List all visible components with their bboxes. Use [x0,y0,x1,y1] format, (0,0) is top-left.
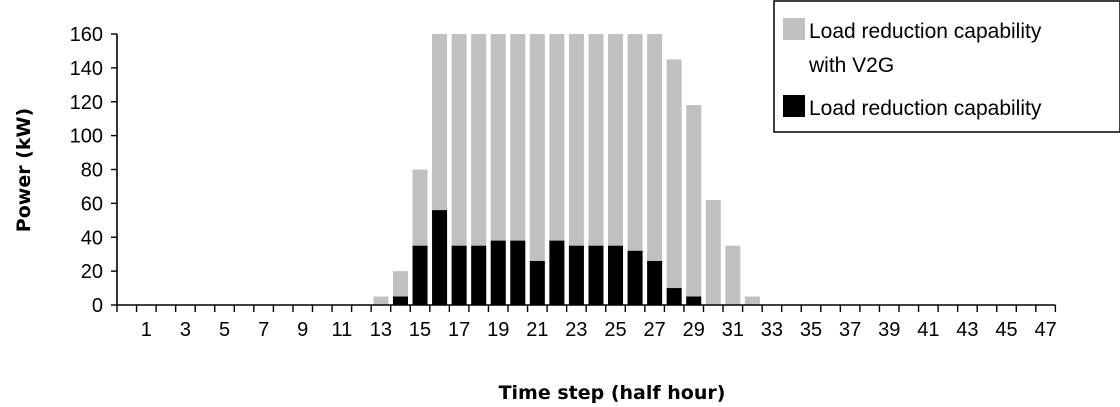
bar-series0-x25 [608,34,624,305]
bar-series1-x16 [432,210,448,305]
bar-series1-x19 [490,240,506,305]
x-tick-label-5: 5 [219,319,230,341]
x-tick-label-15: 15 [409,319,431,341]
bar-series0-x24 [588,34,604,305]
x-tick-label-9: 9 [297,319,308,341]
x-tick-label-7: 7 [258,319,269,341]
legend-swatch-base [783,95,805,117]
legend-label-v2g-line1: Load reduction capability [809,20,1042,43]
y-tick-label-120: 120 [70,92,103,114]
bar-series1-x28 [666,288,682,305]
bar-series1-x18 [471,245,487,305]
x-tick-label-17: 17 [448,319,470,341]
x-tick-label-13: 13 [370,319,392,341]
x-tick-label-41: 41 [917,319,939,341]
bar-series0-x26 [627,34,643,305]
bars-group [373,34,760,306]
bar-series0-x32 [744,296,760,305]
x-tick-label-27: 27 [644,319,666,341]
x-tick-label-39: 39 [878,319,900,341]
legend-label-base: Load reduction capability [809,97,1042,120]
x-tick-label-47: 47 [1035,319,1057,341]
x-tick-label-11: 11 [331,319,352,341]
bar-series0-x19 [490,34,506,305]
bar-series0-x27 [647,34,663,305]
x-tick-label-35: 35 [800,319,822,341]
x-axis-title: Time step (half hour) [499,382,726,404]
bar-series0-x20 [510,34,526,305]
bar-series0-x29 [686,105,702,305]
x-tick-label-3: 3 [180,319,191,341]
bar-series0-x30 [705,199,721,305]
y-tick-label-160: 160 [70,24,103,46]
y-tick-label-140: 140 [70,58,103,80]
x-tick-label-33: 33 [761,319,783,341]
y-tick-label-60: 60 [81,193,103,215]
y-tick-label-0: 0 [92,295,103,317]
y-axis-title: Power (kW) [13,108,35,232]
x-tick-label-43: 43 [956,319,978,341]
bar-series1-x27 [647,260,663,305]
legend-label-v2g-line2: with V2G [808,54,894,77]
x-tick-label-29: 29 [683,319,705,341]
bar-series0-x31 [725,245,741,305]
bar-series1-x15 [412,245,428,305]
y-tick-label-80: 80 [81,160,103,182]
x-tick-label-37: 37 [839,319,861,341]
bar-series1-x17 [451,245,467,305]
bar-series1-x29 [686,296,702,305]
bar-series0-x28 [666,59,682,305]
bar-series0-x13 [373,296,389,305]
bar-series0-x21 [529,34,545,305]
x-tick-label-31: 31 [722,319,744,341]
bar-series1-x21 [529,260,545,305]
x-tick-label-25: 25 [604,319,626,341]
bar-series1-x24 [588,245,604,305]
bar-series1-x26 [627,250,643,305]
legend: Load reduction capability with V2G Load … [773,0,1120,133]
x-tick-label-19: 19 [487,319,509,341]
legend-swatch-v2g [783,18,805,40]
bar-series0-x17 [451,34,467,305]
x-tick-label-45: 45 [995,319,1017,341]
bar-series1-x14 [392,296,408,305]
y-tick-label-40: 40 [81,227,103,249]
bar-series1-x20 [510,240,526,305]
bar-series0-x22 [549,34,565,305]
x-tick-label-1: 1 [141,319,152,341]
y-tick-label-100: 100 [70,126,103,148]
bar-series0-x18 [471,34,487,305]
legend-box [773,0,1120,133]
bar-series0-x23 [568,34,584,305]
bar-series1-x25 [608,245,624,305]
x-tick-label-21: 21 [526,319,548,341]
bar-series1-x23 [568,245,584,305]
y-tick-label-20: 20 [81,261,103,283]
x-tick-label-23: 23 [565,319,587,341]
bar-series1-x22 [549,240,565,305]
